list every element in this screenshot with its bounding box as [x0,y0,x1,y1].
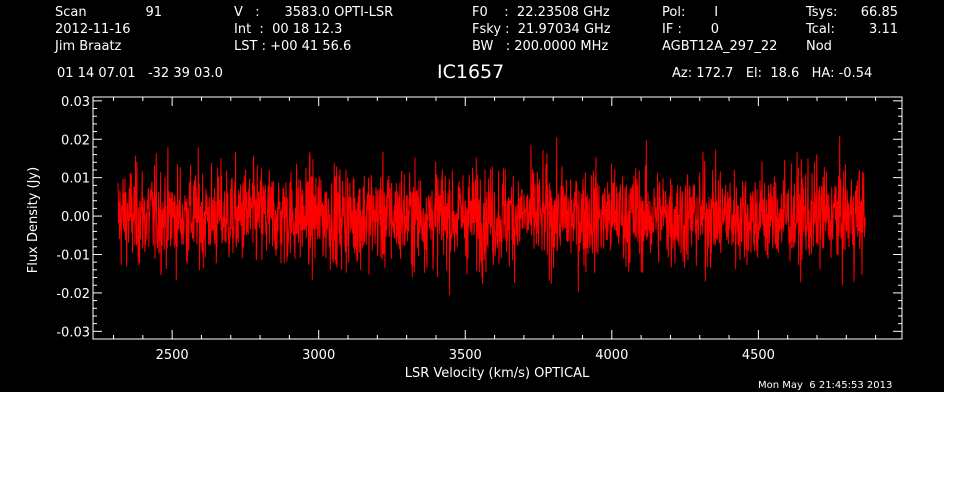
project-id: AGBT12A_297_22 [662,39,778,54]
spectrum-chart: 2500 3000 3500 4000 4500 -0.03 -0.02 -0.01 0.00 0… [26,95,903,381]
bandwidth: BW : 200.0000 MHz [472,39,609,54]
az-el-ha: Az: 172.7 El: 18.6 HA: -0.54 [672,66,873,81]
velocity-info: V : 3583.0 OPTI-LSR [234,5,394,20]
x-tick-label: 3000 [302,348,335,363]
scan-number: 91 [145,5,162,20]
observer: Jim Braatz [55,39,122,54]
x-tick-label: 4500 [742,348,775,363]
sky-frequency: Fsky : 21.97034 GHz [472,22,611,37]
rest-frequency: F0 : 22.23508 GHz [472,5,610,20]
scan-label: Scan [55,5,87,20]
y-tick-label: 0.03 [61,95,90,110]
polarization: Pol: I [662,5,719,20]
timestamp: Mon May 6 21:45:53 2013 [758,380,893,391]
source-coordinates: 01 14 07.01 -32 39 03.0 [57,66,223,81]
y-tick-label: 0.02 [61,133,90,148]
x-tick-label: 2500 [156,348,189,363]
tsys-label: Tsys: [806,5,838,20]
y-tick-label: 0.00 [61,210,90,225]
y-tick-label: -0.02 [56,287,90,302]
tsys-value: 66.85 [860,5,898,20]
y-axis-label: Flux Density (Jy) [26,167,41,273]
lst-info: LST : +00 41 56.6 [234,39,352,54]
source-name: IC1657 [437,61,505,83]
integration-info: Int : 00 18 12.3 [234,22,343,37]
x-axis-label: LSR Velocity (km/s) OPTICAL [405,366,590,381]
switching-mode: Nod [806,39,832,54]
obs-date: 2012-11-16 [55,22,131,37]
tcal-label: Tcal: [806,22,835,37]
if-number: IF : 0 [662,22,720,37]
spectrum-trace [117,135,866,296]
y-tick-label: 0.01 [61,172,90,187]
tcal-value: 3.11 [869,22,898,37]
x-tick-label: 4000 [595,348,628,363]
plot-frame [92,96,903,340]
x-tick-label: 3500 [449,348,482,363]
y-tick-label: -0.01 [56,248,90,263]
y-tick-label: -0.03 [56,325,90,340]
